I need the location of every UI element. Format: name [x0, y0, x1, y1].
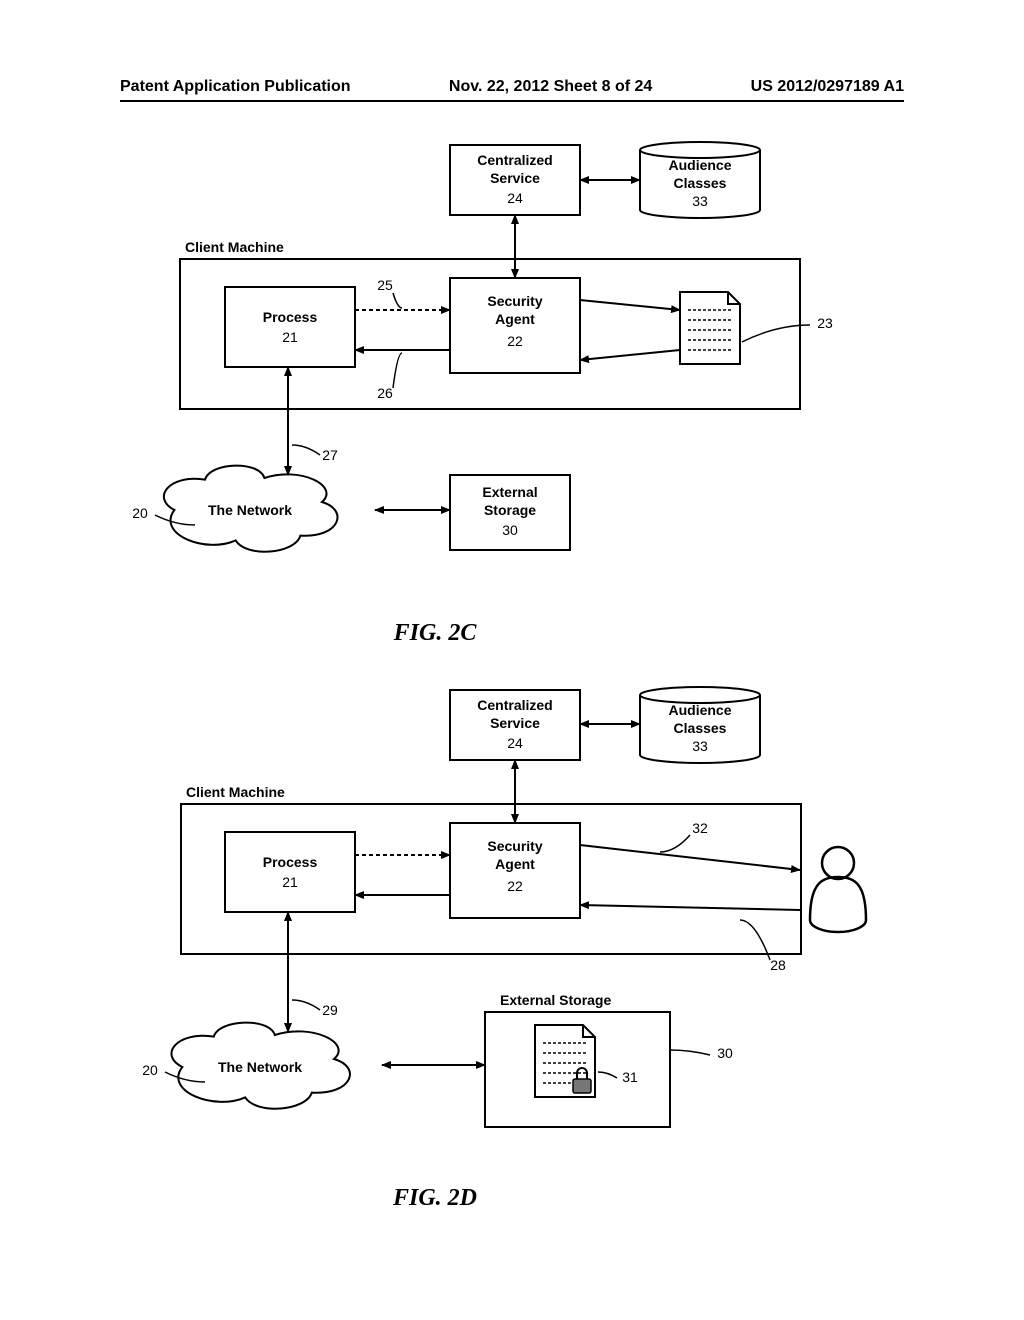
svg-text:External Storage: External Storage	[500, 992, 611, 1008]
svg-text:22: 22	[507, 878, 523, 894]
svg-text:Agent: Agent	[495, 311, 535, 327]
svg-text:Security: Security	[487, 838, 542, 854]
svg-text:24: 24	[507, 190, 523, 206]
svg-text:The Network: The Network	[218, 1059, 302, 1075]
svg-text:External: External	[482, 484, 537, 500]
svg-text:30: 30	[717, 1045, 733, 1061]
svg-text:21: 21	[282, 874, 298, 890]
svg-text:20: 20	[132, 505, 148, 521]
svg-text:Audience: Audience	[668, 702, 731, 718]
svg-text:FIG. 2D: FIG. 2D	[392, 1185, 477, 1211]
svg-text:Client Machine: Client Machine	[185, 239, 284, 255]
svg-text:Process: Process	[263, 309, 318, 325]
svg-text:23: 23	[817, 315, 833, 331]
svg-text:33: 33	[692, 193, 708, 209]
svg-text:27: 27	[322, 447, 338, 463]
svg-text:Classes: Classes	[674, 175, 727, 191]
svg-text:21: 21	[282, 329, 298, 345]
svg-text:Storage: Storage	[484, 502, 536, 518]
svg-text:29: 29	[322, 1002, 338, 1018]
svg-text:31: 31	[622, 1069, 638, 1085]
svg-text:25: 25	[377, 277, 393, 293]
svg-text:22: 22	[507, 333, 523, 349]
page: Patent Application Publication Nov. 22, …	[0, 0, 1024, 1320]
svg-text:Process: Process	[263, 854, 318, 870]
svg-text:24: 24	[507, 735, 523, 751]
svg-text:The Network: The Network	[208, 502, 292, 518]
svg-text:26: 26	[377, 385, 393, 401]
svg-text:FIG. 2C: FIG. 2C	[393, 620, 478, 646]
svg-text:32: 32	[692, 820, 708, 836]
svg-text:Audience: Audience	[668, 157, 731, 173]
svg-text:20: 20	[142, 1062, 158, 1078]
svg-text:Client Machine: Client Machine	[186, 784, 285, 800]
svg-text:30: 30	[502, 522, 518, 538]
svg-text:Centralized: Centralized	[477, 152, 552, 168]
svg-text:Agent: Agent	[495, 856, 535, 872]
svg-text:Service: Service	[490, 170, 540, 186]
svg-text:33: 33	[692, 738, 708, 754]
svg-text:Security: Security	[487, 293, 542, 309]
svg-text:28: 28	[770, 957, 786, 973]
svg-text:Service: Service	[490, 715, 540, 731]
diagram-svg: Client Machine Centralized Service 24 Audien…	[0, 0, 1024, 1320]
svg-text:Centralized: Centralized	[477, 697, 552, 713]
svg-text:Classes: Classes	[674, 720, 727, 736]
